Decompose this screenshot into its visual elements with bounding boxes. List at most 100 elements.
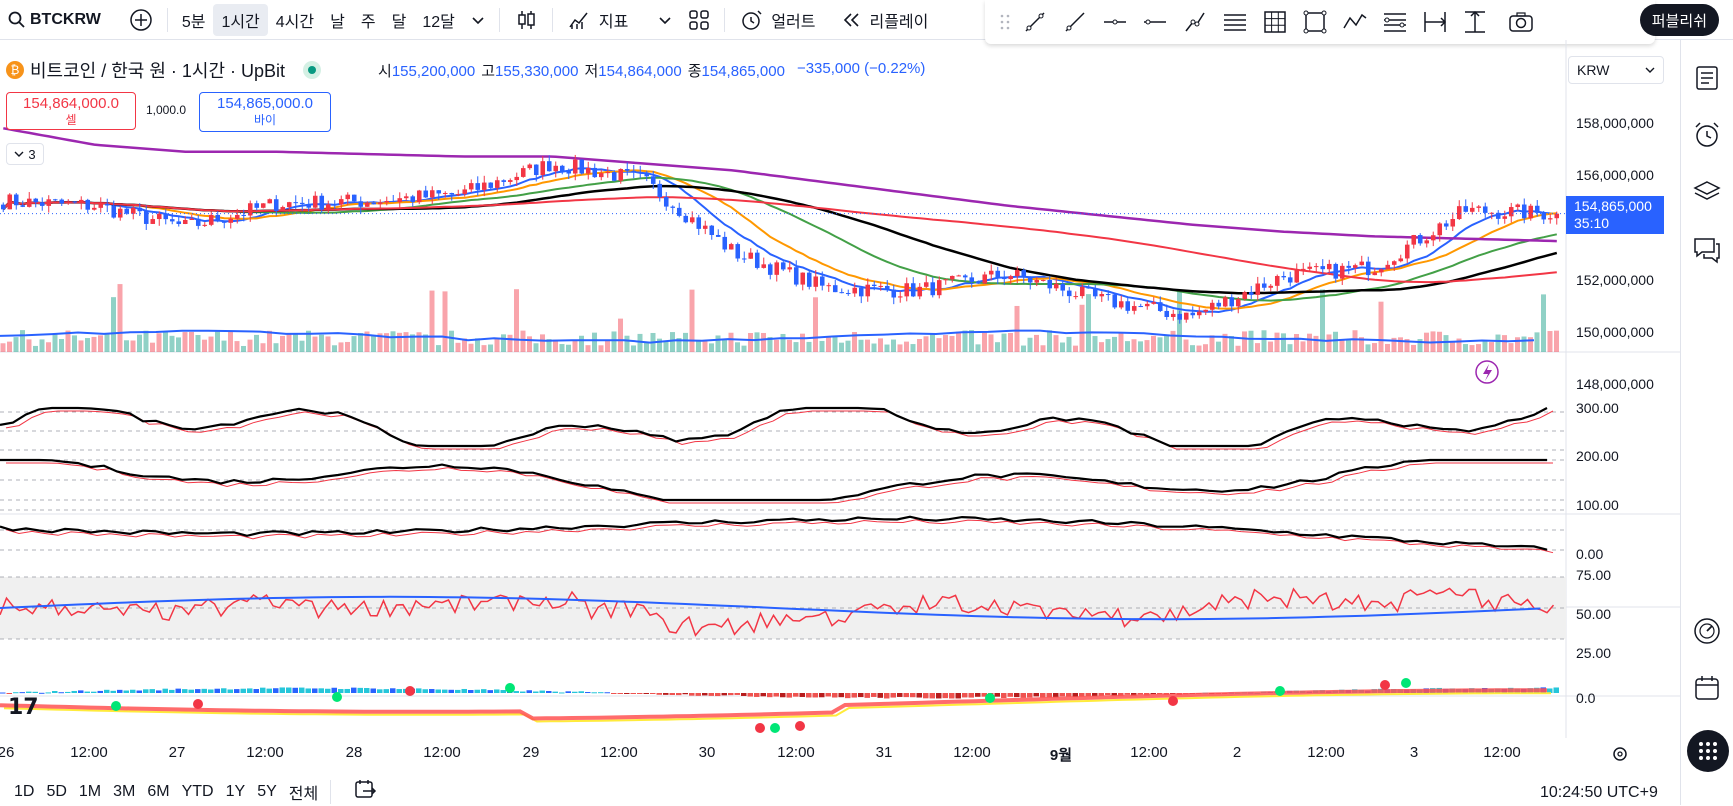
gann-grid-tool[interactable] (1255, 4, 1295, 40)
rectangle-tool[interactable] (1295, 4, 1335, 40)
tradingview-logo-icon[interactable]: 17 (8, 695, 39, 720)
volume-bar (520, 330, 526, 352)
range-1m[interactable]: 1M (78, 782, 102, 800)
range-1y[interactable]: 1Y (225, 782, 246, 800)
candle-body (1476, 206, 1482, 208)
candle-body (1164, 310, 1170, 317)
volume-bar (1391, 337, 1397, 352)
replay-button[interactable]: 리플레이 (833, 4, 936, 36)
object-tree-button[interactable] (1691, 176, 1723, 208)
range-5d[interactable]: 5D (46, 782, 67, 800)
time-axis-label: 12:00 (777, 744, 815, 761)
range-1d[interactable]: 1D (14, 782, 35, 800)
macd-histogram-bar (338, 689, 344, 693)
symbol-search-button[interactable]: BTCKRW (0, 4, 109, 36)
candle-body (709, 225, 715, 235)
candle-body (1502, 216, 1508, 219)
macd-histogram-bar (448, 689, 454, 693)
macd-line (0, 688, 1547, 721)
publish-button[interactable]: 퍼블리쉬 (1639, 4, 1719, 36)
date-range-tool[interactable] (1415, 4, 1455, 40)
volume-bar (78, 340, 84, 352)
interval-1h[interactable]: 1시간 (213, 3, 268, 36)
volume-bar (371, 334, 376, 352)
alert-button[interactable]: 얼러트 (731, 4, 823, 36)
compare-symbol-button[interactable] (121, 4, 161, 36)
interval-week[interactable]: 주 (360, 13, 376, 31)
sell-price: 154,864,000.0 (23, 95, 119, 112)
volume-bar (475, 338, 480, 352)
volume-bar (754, 332, 760, 352)
macd-histogram-bar (422, 689, 428, 693)
horizontal-ray-tool[interactable] (1095, 4, 1135, 40)
interval-5m[interactable]: 5분 (181, 13, 206, 31)
range-5y[interactable]: 5Y (257, 782, 277, 800)
macd-histogram-bar (435, 689, 441, 693)
screenshot-button[interactable] (1501, 4, 1541, 40)
calendar-button[interactable] (1691, 672, 1723, 704)
volume-bar (91, 336, 97, 352)
drag-handle-icon[interactable] (995, 4, 1015, 40)
candle-body (800, 272, 806, 285)
volume-bar (0, 343, 6, 352)
candle-body (241, 214, 247, 216)
candle-body (884, 285, 890, 290)
divider (330, 779, 332, 804)
macd-histogram-bar (650, 693, 656, 694)
chat-button[interactable] (1691, 234, 1723, 266)
alerts-panel-button[interactable] (1691, 119, 1723, 151)
volume-bar (1521, 336, 1527, 352)
macd-histogram-bar (351, 687, 357, 693)
chart-type-button[interactable] (506, 4, 546, 36)
candle-body (364, 202, 370, 207)
macd-histogram-bar (52, 691, 58, 693)
trend-line-tool[interactable] (1015, 4, 1055, 40)
apps-menu-button[interactable] (1687, 730, 1729, 772)
macd-histogram-bar (559, 692, 565, 694)
candle-body (780, 262, 786, 270)
candle-body (358, 201, 364, 207)
horizontal-line-tool[interactable] (1135, 4, 1175, 40)
candle-body (1021, 270, 1027, 278)
price-range-tool[interactable] (1455, 4, 1495, 40)
buy-button[interactable]: 154,865,000.0 바이 (199, 92, 331, 132)
path-tool[interactable] (1335, 4, 1375, 40)
interval-12month[interactable]: 12달 (422, 13, 455, 31)
market-status-icon[interactable] (303, 61, 322, 79)
volume-bar (1261, 330, 1267, 352)
ray-tool[interactable] (1055, 4, 1095, 40)
indicators-dropdown-button[interactable] (650, 4, 680, 36)
range-all[interactable]: 전체 (288, 785, 319, 803)
speedometer-button[interactable] (1691, 615, 1723, 647)
volume-bar (1268, 341, 1273, 352)
indicators-button[interactable]: 지표 (559, 4, 636, 36)
layout-button[interactable] (680, 4, 718, 36)
chart-title[interactable]: 비트코인 / 한국 원 · 1시간 · UpBit (30, 61, 286, 81)
candle-body (182, 219, 188, 224)
volume-bar (1274, 332, 1280, 352)
indicator-toggle[interactable]: 3 (6, 143, 44, 165)
candle-body (319, 195, 325, 210)
parallel-channel-tool[interactable] (1215, 4, 1255, 40)
chart-canvas[interactable] (0, 40, 1680, 778)
polyline-tool[interactable] (1175, 4, 1215, 40)
range-3m[interactable]: 3M (113, 782, 136, 800)
volume-bar (436, 345, 441, 352)
clock-timezone[interactable]: 10:24:50 UTC+9 (1540, 784, 1658, 801)
axis-settings-button[interactable] (1610, 744, 1630, 764)
watchlist-button[interactable] (1691, 62, 1723, 94)
fib-retracement-tool[interactable] (1375, 4, 1415, 40)
candle-body (1443, 223, 1449, 227)
range-ytd[interactable]: YTD (181, 782, 214, 800)
interval-day[interactable]: 날 (330, 13, 345, 31)
sell-button[interactable]: 154,864,000.0 셀 (6, 92, 136, 130)
currency-select[interactable]: KRW (1568, 56, 1664, 84)
candle-body (221, 221, 227, 223)
interval-dropdown-button[interactable] (463, 4, 493, 36)
goto-date-button[interactable] (347, 777, 383, 806)
interval-4h[interactable]: 4시간 (275, 13, 315, 31)
candle-body (1554, 213, 1560, 219)
interval-month[interactable]: 달 (391, 13, 407, 31)
range-6m[interactable]: 6M (147, 782, 170, 800)
volume-bar (702, 340, 708, 352)
